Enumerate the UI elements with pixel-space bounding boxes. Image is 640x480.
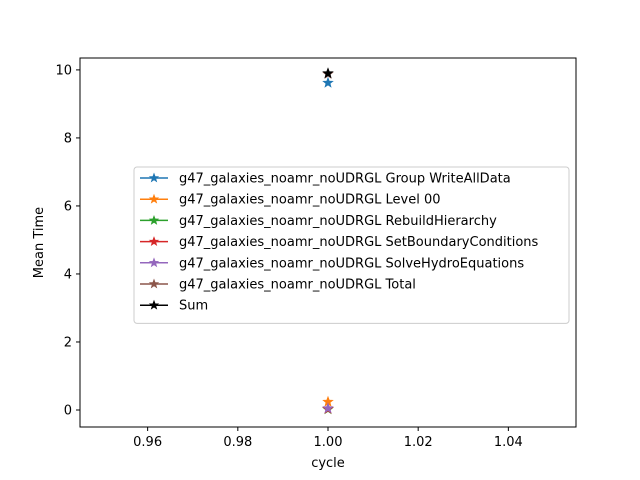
legend-item: g47_galaxies_noamr_noUDRGL Group WriteAl… xyxy=(140,172,511,187)
y-tick-label: 2 xyxy=(64,335,72,350)
legend-marker xyxy=(148,299,160,310)
x-tick-label: 0.96 xyxy=(133,435,162,450)
y-tick-label: 0 xyxy=(64,403,72,418)
legend-label: g47_galaxies_noamr_noUDRGL RebuildHierar… xyxy=(179,214,497,229)
legend-item: g47_galaxies_noamr_noUDRGL Total xyxy=(140,278,416,293)
legend-item: g47_galaxies_noamr_noUDRGL SolveHydroEqu… xyxy=(140,256,524,271)
legend-marker xyxy=(148,257,160,268)
y-axis-label: Mean Time xyxy=(32,207,47,278)
y-axis-ticks: 0 2 4 6 8 10 xyxy=(55,63,80,418)
legend-marker xyxy=(148,236,160,247)
legend-item: g47_galaxies_noamr_noUDRGL Level 00 xyxy=(140,193,441,208)
x-tick-label: 1.02 xyxy=(404,435,433,450)
data-point xyxy=(322,402,334,414)
legend-frame xyxy=(133,166,570,324)
x-axis-label: cycle xyxy=(311,456,345,471)
legend-marker xyxy=(148,214,160,225)
data-point xyxy=(322,76,334,88)
y-tick-label: 6 xyxy=(64,199,72,214)
legend-label: g47_galaxies_noamr_noUDRGL Total xyxy=(179,278,416,293)
x-tick-label: 0.98 xyxy=(223,435,252,450)
series-0 xyxy=(322,76,334,88)
data-point xyxy=(322,67,334,79)
y-tick-label: 4 xyxy=(64,267,72,282)
series-4 xyxy=(322,402,334,414)
x-tick-label: 1.04 xyxy=(494,435,523,450)
legend-item: Sum xyxy=(140,299,208,314)
x-tick-label: 1.00 xyxy=(314,435,343,450)
legend-marker xyxy=(148,172,160,183)
x-axis-ticks: 0.96 0.98 1.00 1.02 1.04 xyxy=(133,427,523,450)
series-6 xyxy=(322,67,334,79)
legend-marker xyxy=(148,278,160,289)
legend-label: Sum xyxy=(179,299,208,314)
y-tick-label: 10 xyxy=(55,63,72,78)
legend-label: g47_galaxies_noamr_noUDRGL SolveHydroEqu… xyxy=(179,256,524,271)
legend-marker xyxy=(148,193,160,204)
plot-layer xyxy=(322,67,334,415)
legend-label: g47_galaxies_noamr_noUDRGL SetBoundaryCo… xyxy=(179,235,539,250)
legend-label: g47_galaxies_noamr_noUDRGL Group WriteAl… xyxy=(179,172,511,187)
legend: g47_galaxies_noamr_noUDRGL Group WriteAl… xyxy=(133,166,570,324)
y-tick-label: 8 xyxy=(64,131,72,146)
legend-label: g47_galaxies_noamr_noUDRGL Level 00 xyxy=(179,193,441,208)
legend-item: g47_galaxies_noamr_noUDRGL RebuildHierar… xyxy=(140,214,497,229)
legend-item: g47_galaxies_noamr_noUDRGL SetBoundaryCo… xyxy=(140,235,539,250)
